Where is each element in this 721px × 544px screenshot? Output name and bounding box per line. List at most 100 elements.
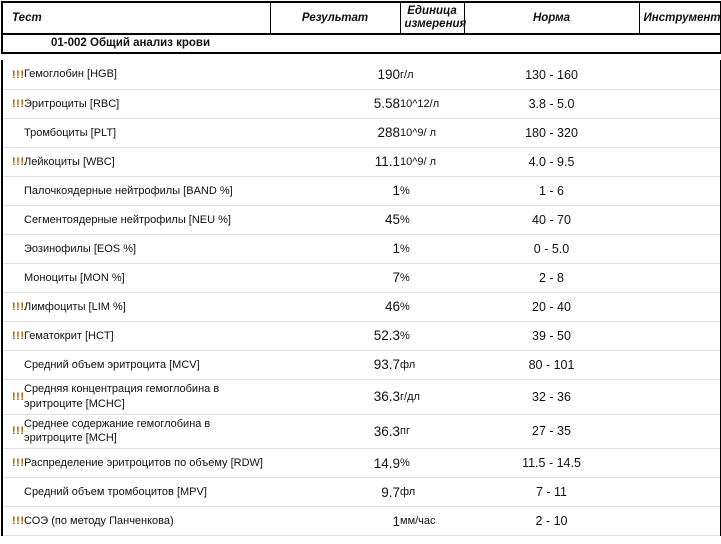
norm-cell: 0 - 5.0 <box>464 234 639 264</box>
test-name: Эозинофилы [EOS %] <box>24 242 137 255</box>
test-name: Гемоглобин [HGB] <box>24 68 117 81</box>
norm-cell: 27 - 35 <box>464 414 639 450</box>
instrument-cell <box>639 60 721 90</box>
test-cell: Тромбоциты [PLT] <box>1 118 270 148</box>
unit-cell: 10^9/ л <box>400 147 464 177</box>
instrument-cell <box>639 321 721 351</box>
test-name: Средний объем эритроцита [MCV] <box>24 358 200 371</box>
test-cell-inner: !!! Гемоглобин [HGB] <box>3 67 270 82</box>
table-row: Палочкоядерные нейтрофилы [BAND %] 1 % 1… <box>1 176 721 206</box>
result-cell: 36.3 <box>270 379 400 415</box>
test-cell-inner: !!! Гематокрит [HCT] <box>3 329 270 344</box>
test-cell-inner: Средний объем тромбоцитов [MPV] <box>3 485 270 500</box>
table-row: !!! Распределение эритроцитов по объему … <box>1 448 721 479</box>
unit-cell: % <box>400 292 464 322</box>
unit-cell: пг <box>400 414 464 450</box>
instrument-cell <box>639 477 721 508</box>
instrument-cell <box>639 205 721 235</box>
test-cell-inner: !!! Эритроциты [RBC] <box>3 97 270 112</box>
abnormal-flag: !!! <box>12 97 25 110</box>
abnormal-flag: !!! <box>12 155 25 168</box>
result-cell: 52.3 <box>270 321 400 351</box>
test-name: Сегментоядерные нейтрофилы [NEU %] <box>24 213 231 226</box>
test-cell: !!! Лимфоциты [LIM %] <box>1 292 270 322</box>
table-row: Средний объем тромбоцитов [MPV] 9.7 фл 7… <box>1 477 721 508</box>
norm-cell: 20 - 40 <box>464 292 639 322</box>
table-row: Эозинофилы [EOS %] 1 % 0 - 5.0 <box>1 234 721 264</box>
norm-cell: 1 - 6 <box>464 176 639 206</box>
result-cell: 36.3 <box>270 414 400 450</box>
instrument-cell <box>639 263 721 293</box>
test-cell: !!! Гемоглобин [HGB] <box>1 60 270 90</box>
test-cell-inner: Моноциты [MON %] <box>3 271 270 286</box>
test-name: Среднее содержание гемоглобина в эритроц… <box>24 417 211 445</box>
spacer-cell <box>2 53 721 60</box>
abnormal-flag: !!! <box>12 390 25 403</box>
instrument-cell <box>639 506 721 537</box>
unit-cell: % <box>400 448 464 479</box>
unit-cell: г/л <box>400 60 464 90</box>
result-cell: 1 <box>270 176 400 206</box>
norm-cell: 3.8 - 5.0 <box>464 89 639 119</box>
table-row: !!! Эритроциты [RBC] 5.58 10^12/л 3.8 - … <box>1 89 721 119</box>
test-cell: !!! Среднее содержание гемоглобина в эри… <box>1 414 270 450</box>
test-cell-inner: Палочкоядерные нейтрофилы [BAND %] <box>3 184 270 199</box>
result-cell: 5.58 <box>270 89 400 119</box>
result-cell: 1 <box>270 506 400 537</box>
column-header-instrument: Инструмент <box>638 0 721 36</box>
result-cell: 46 <box>270 292 400 322</box>
unit-cell: 10^9/ л <box>400 118 464 148</box>
test-cell: Сегментоядерные нейтрофилы [NEU %] <box>1 205 270 235</box>
norm-cell: 2 - 10 <box>464 506 639 537</box>
column-header-test: Тест <box>1 0 271 36</box>
unit-cell: фл <box>400 477 464 508</box>
test-name: Средний объем тромбоцитов [MPV] <box>24 485 207 498</box>
unit-cell: 10^12/л <box>400 89 464 119</box>
result-cell: 1 <box>270 234 400 264</box>
test-name: СОЭ (по методу Панченкова) <box>24 514 174 527</box>
instrument-cell <box>639 350 721 380</box>
instrument-cell <box>639 118 721 148</box>
instrument-cell <box>639 176 721 206</box>
table-row: Тромбоциты [PLT] 288 10^9/ л 180 - 320 <box>1 118 721 148</box>
unit-cell: % <box>400 176 464 206</box>
test-name: Палочкоядерные нейтрофилы [BAND %] <box>24 184 233 197</box>
test-cell-inner: Эозинофилы [EOS %] <box>3 242 270 257</box>
unit-cell: фл <box>400 350 464 380</box>
test-cell-inner: Средний объем эритроцита [MCV] <box>3 358 270 373</box>
instrument-cell <box>639 89 721 119</box>
instrument-cell <box>639 414 721 450</box>
unit-cell: % <box>400 234 464 264</box>
abnormal-flag: !!! <box>12 515 25 528</box>
test-cell-inner: !!! Лейкоциты [WBC] <box>3 155 270 170</box>
test-name: Средняя концентрация гемоглобина в эритр… <box>24 382 220 410</box>
table-header-row: Тест Результат Единица измерения Норма И… <box>1 0 721 36</box>
test-cell: Палочкоядерные нейтрофилы [BAND %] <box>1 176 270 206</box>
test-cell-inner: Тромбоциты [PLT] <box>3 126 270 141</box>
result-cell: 190 <box>270 60 400 90</box>
norm-cell: 32 - 36 <box>464 379 639 415</box>
result-cell: 93.7 <box>270 350 400 380</box>
table-row: !!! СОЭ (по методу Панченкова) 1 мм/час … <box>1 506 721 537</box>
result-cell: 11.1 <box>270 147 400 177</box>
test-cell: !!! Средняя концентрация гемоглобина в э… <box>1 379 270 415</box>
result-cell: 7 <box>270 263 400 293</box>
test-cell-inner: !!! Распределение эритроцитов по объему … <box>3 456 270 471</box>
table-row: !!! Гематокрит [HCT] 52.3 % 39 - 50 <box>1 321 721 351</box>
instrument-cell <box>639 379 721 415</box>
spacer-row <box>2 53 721 60</box>
instrument-cell <box>639 292 721 322</box>
test-cell: !!! Распределение эритроцитов по объему … <box>1 448 270 479</box>
test-name: Эритроциты [RBC] <box>24 97 120 110</box>
abnormal-flag: !!! <box>12 329 25 342</box>
test-cell: !!! Эритроциты [RBC] <box>1 89 270 119</box>
test-name: Распределение эритроцитов по объему [RDW… <box>24 456 263 469</box>
unit-cell: г/дл <box>400 379 464 415</box>
instrument-cell <box>639 147 721 177</box>
abnormal-flag: !!! <box>12 425 25 438</box>
table-row: !!! Гемоглобин [HGB] 190 г/л 130 - 160 <box>1 60 721 90</box>
abnormal-flag: !!! <box>12 68 25 81</box>
instrument-cell <box>639 234 721 264</box>
